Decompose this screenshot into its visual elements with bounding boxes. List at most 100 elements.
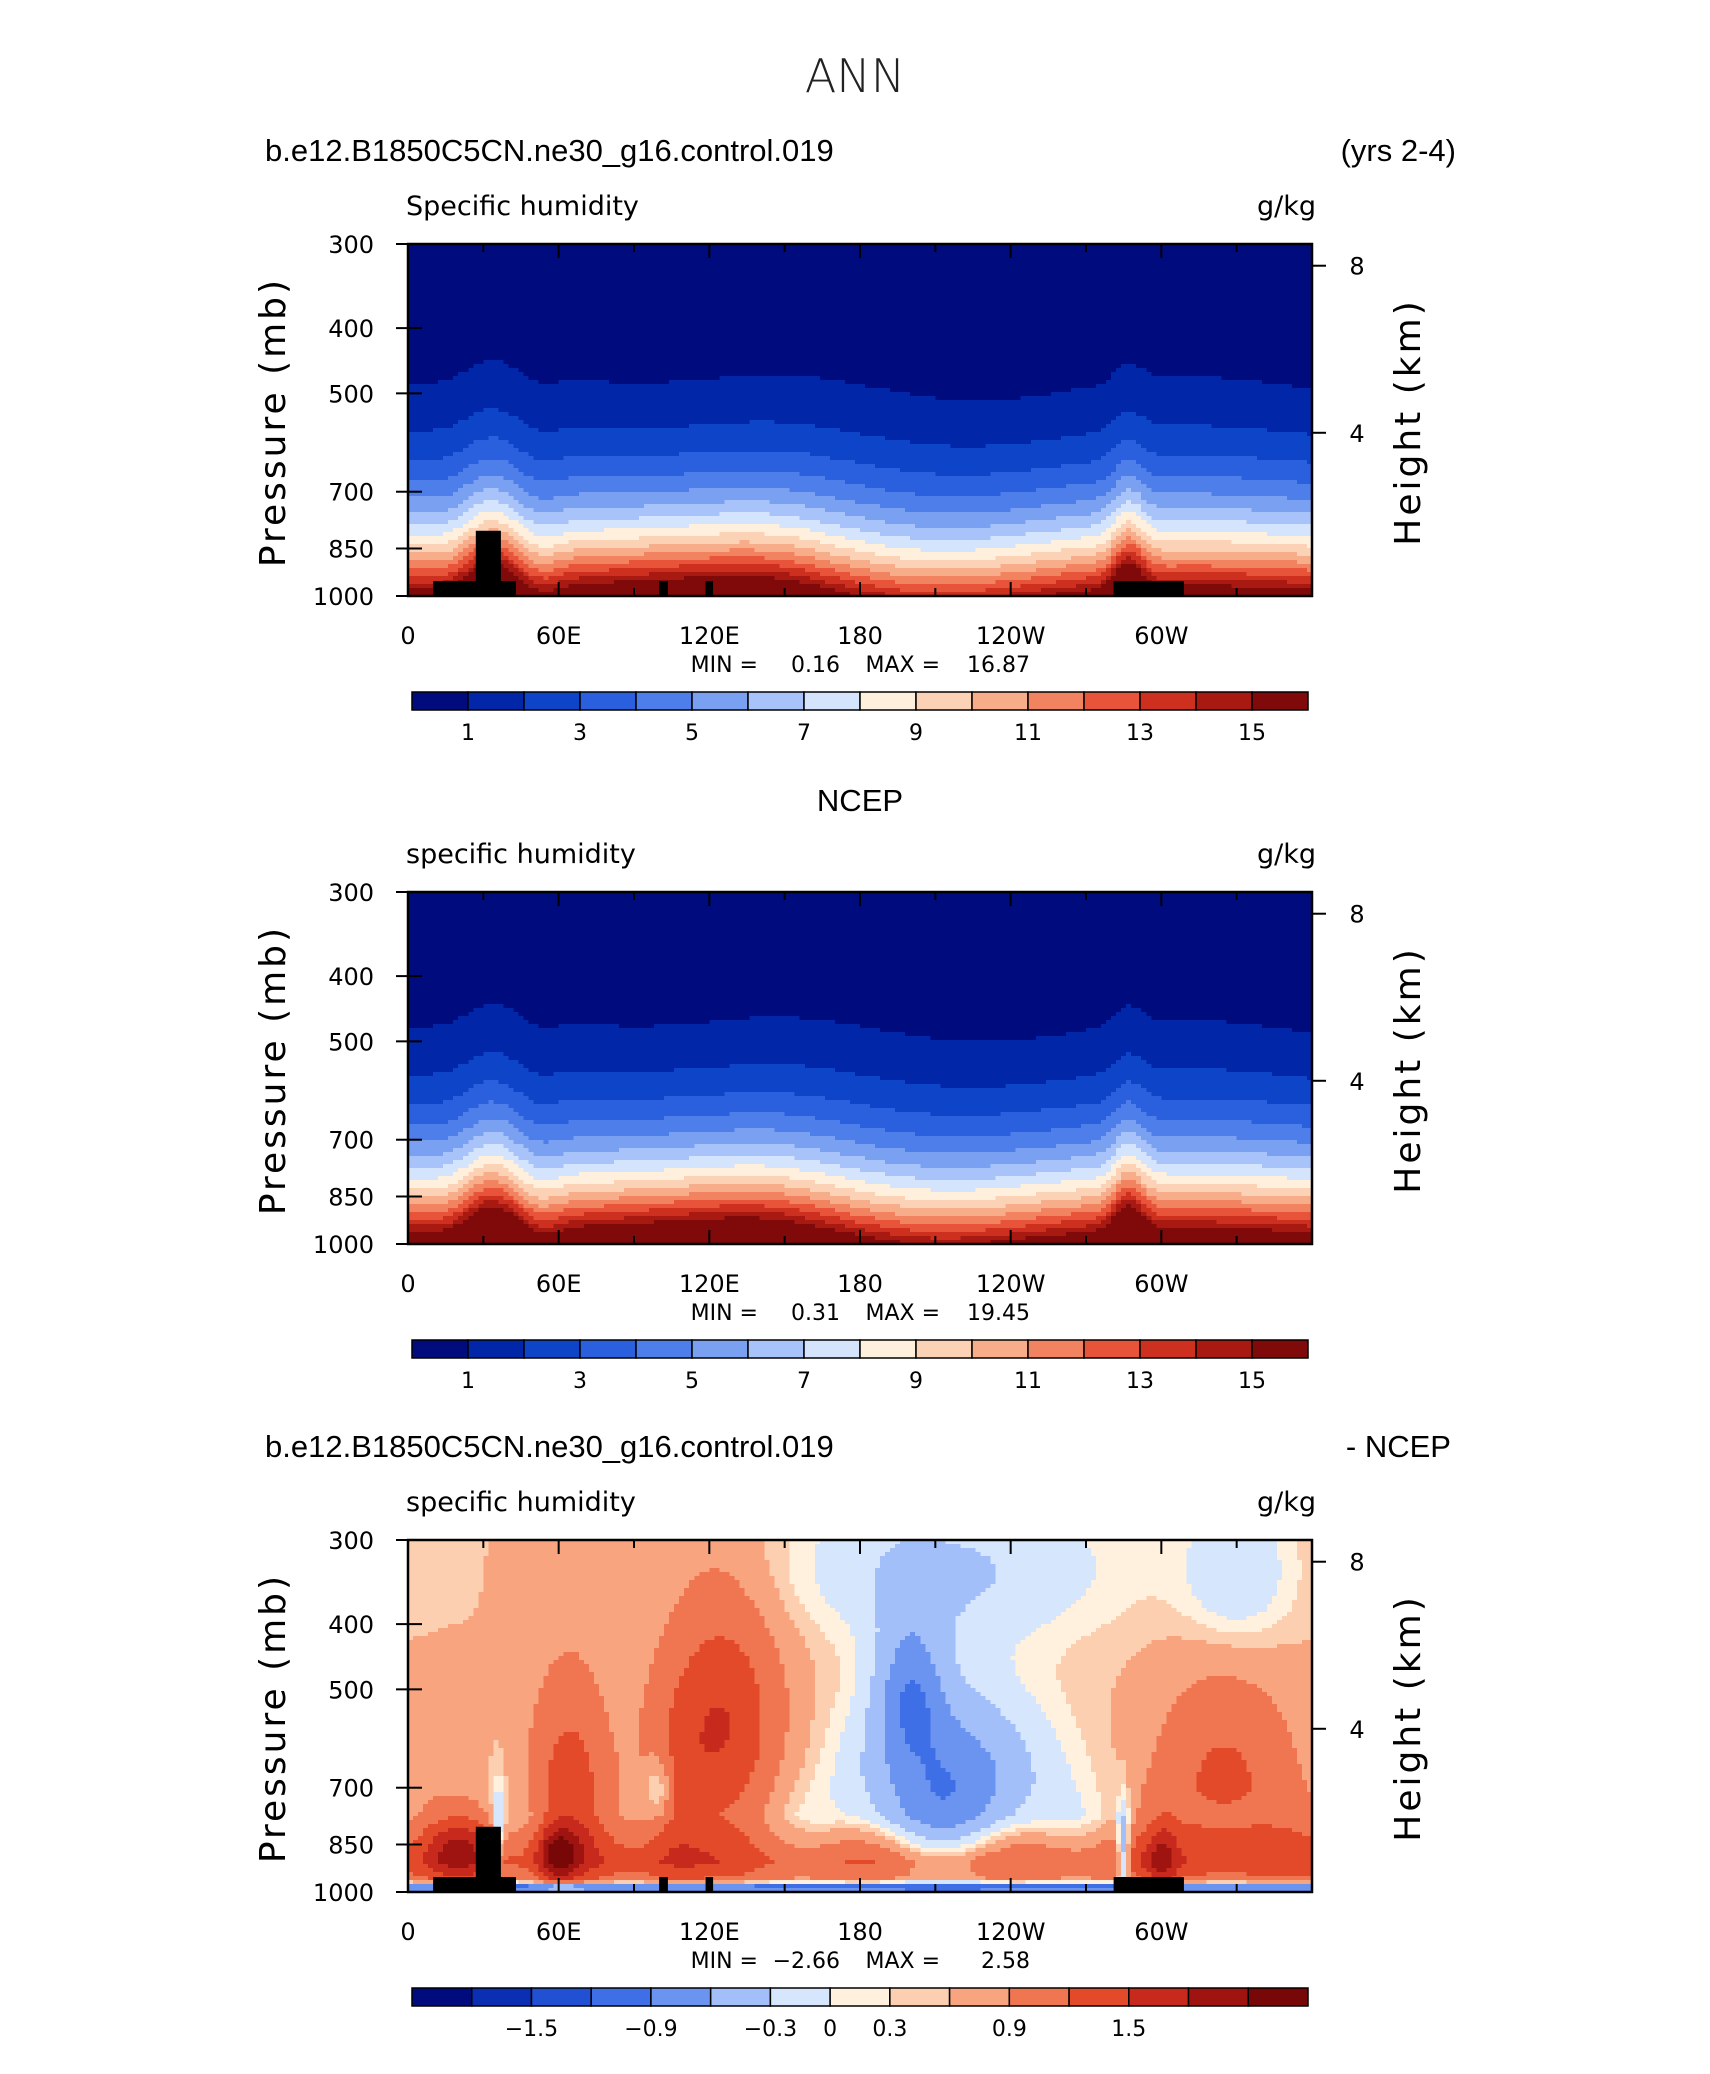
x-tick-label: 0	[400, 622, 415, 650]
right-tick-label: 4	[1349, 1068, 1364, 1096]
colorbar-label: −1.5	[505, 2017, 558, 2042]
colorbar-label: 0.3	[872, 2017, 907, 2042]
min-value: −2.66	[773, 1949, 840, 1974]
colorbar-box	[1140, 1340, 1196, 1358]
y-tick-label: 300	[328, 879, 374, 907]
colorbar-box	[711, 1988, 771, 2006]
colorbar-box	[1252, 1340, 1308, 1358]
y-tick-label: 850	[328, 1183, 374, 1211]
colorbar-label: 5	[685, 721, 699, 746]
right-tick-label: 4	[1349, 420, 1364, 448]
colorbar-box	[524, 692, 580, 710]
variable-label: specific humidity	[406, 1487, 636, 1518]
colorbar-box	[804, 1340, 860, 1358]
colorbar-box	[1084, 1340, 1140, 1358]
panel-header-right: (yrs 2-4)	[1341, 133, 1456, 168]
max-value: 19.45	[967, 1301, 1030, 1326]
colorbar-box	[1252, 692, 1308, 710]
colorbar-box	[468, 1340, 524, 1358]
units-label: g/kg	[1257, 191, 1316, 222]
right-tick-label: 4	[1349, 1716, 1364, 1744]
topography-block	[433, 1877, 516, 1892]
units-label: g/kg	[1257, 1487, 1316, 1518]
right-tick-label: 8	[1349, 253, 1364, 281]
x-tick-label: 120W	[976, 1270, 1046, 1298]
colorbar-box	[890, 1988, 950, 2006]
x-tick-label: 120E	[679, 1270, 740, 1298]
y-tick-label: 1000	[313, 1231, 374, 1259]
x-tick-label: 120W	[976, 1918, 1046, 1946]
colorbar: −1.5 −0.9 −0.3 0 0.3 0.9 1.5	[412, 1988, 1308, 2042]
y-tick-label: 400	[328, 963, 374, 991]
y-axis-title-right: Height (km)	[1388, 1594, 1429, 1841]
min-label: MIN =	[691, 653, 758, 678]
min-value: 0.31	[791, 1301, 840, 1326]
topography-block	[476, 1827, 501, 1892]
colorbar-box	[830, 1988, 890, 2006]
x-tick-label: 120W	[976, 622, 1046, 650]
x-tick-label: 180	[837, 1918, 883, 1946]
y-tick-label: 500	[328, 380, 374, 408]
x-tick-label: 60E	[536, 1270, 582, 1298]
y-axis-title: Pressure (mb)	[253, 925, 294, 1215]
right-tick-label: 8	[1349, 1549, 1364, 1577]
colorbar-label: 7	[797, 1369, 811, 1394]
colorbar-label: 3	[573, 721, 587, 746]
colorbar-label: 7	[797, 721, 811, 746]
x-tick-label: 0	[400, 1270, 415, 1298]
y-tick-label: 1000	[313, 1879, 374, 1907]
y-tick-label: 850	[328, 535, 374, 563]
y-tick-label: 1000	[313, 583, 374, 611]
y-axis-title: Pressure (mb)	[253, 277, 294, 567]
colorbar-label: 0.9	[992, 2017, 1027, 2042]
colorbar-box	[651, 1988, 711, 2006]
colorbar-box	[692, 692, 748, 710]
colorbar-box	[748, 1340, 804, 1358]
topography-block	[476, 531, 501, 596]
x-tick-label: 60E	[536, 622, 582, 650]
colorbar-box	[860, 692, 916, 710]
min-label: MIN =	[691, 1301, 758, 1326]
max-label: MAX =	[865, 1301, 940, 1326]
colorbar-box	[1196, 1340, 1252, 1358]
min-label: MIN =	[691, 1949, 758, 1974]
colorbar-box	[860, 1340, 916, 1358]
colorbar-box	[636, 692, 692, 710]
y-tick-label: 500	[328, 1028, 374, 1056]
panel-header-left: b.e12.B1850C5CN.ne30_g16.control.019	[265, 133, 834, 168]
colorbar-box	[916, 1340, 972, 1358]
panel-1: b.e12.B1850C5CN.ne30_g16.control.019 (yrs…	[253, 133, 1456, 746]
y-axis-title-right: Height (km)	[1388, 298, 1429, 545]
max-label: MAX =	[865, 653, 940, 678]
right-tick-label: 8	[1349, 901, 1364, 929]
colorbar-box	[692, 1340, 748, 1358]
colorbar-box	[412, 692, 468, 710]
colorbar-box	[468, 692, 524, 710]
topography-block	[659, 581, 668, 596]
colorbar-box	[748, 692, 804, 710]
colorbar-box	[591, 1988, 651, 2006]
colorbar-label: 13	[1126, 1369, 1154, 1394]
x-tick-label: 120E	[679, 622, 740, 650]
figure-title: ANN	[805, 49, 905, 103]
contour-field	[408, 892, 1313, 1245]
colorbar-box	[412, 1988, 472, 2006]
colorbar-box	[1028, 1340, 1084, 1358]
panel-header-right: - NCEP	[1346, 1429, 1451, 1464]
colorbar-box	[1189, 1988, 1249, 2006]
topography-block	[659, 1877, 668, 1892]
colorbar-label: 1.5	[1111, 2017, 1146, 2042]
colorbar-label: 0	[823, 2017, 837, 2042]
topography-block	[1114, 1877, 1184, 1892]
y-tick-label: 700	[328, 1127, 374, 1155]
panel-header-left: b.e12.B1850C5CN.ne30_g16.control.019	[265, 1429, 834, 1464]
colorbar-box	[1028, 692, 1084, 710]
max-value: 2.58	[981, 1949, 1030, 1974]
variable-label: Specific humidity	[406, 191, 639, 222]
x-tick-label: 0	[400, 1918, 415, 1946]
y-tick-label: 700	[328, 1775, 374, 1803]
colorbar-label: 11	[1014, 721, 1042, 746]
colorbar-box	[972, 692, 1028, 710]
